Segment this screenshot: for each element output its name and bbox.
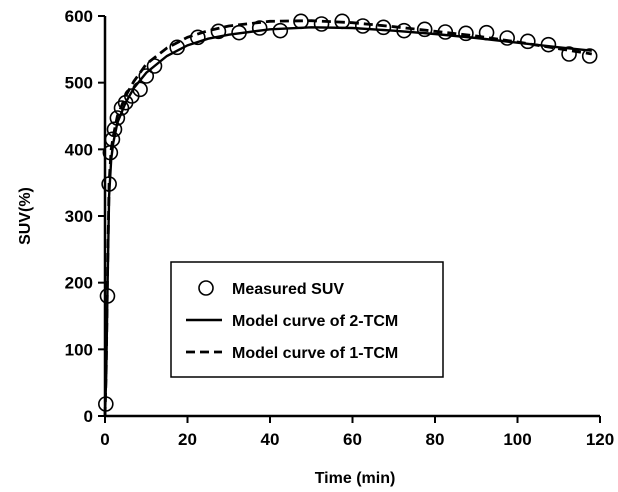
measured-point <box>561 46 577 62</box>
measured-point <box>458 25 474 42</box>
measured-point <box>478 24 495 41</box>
legend-marker-measured <box>198 280 214 296</box>
measured-point <box>210 23 227 40</box>
legend-label-measured: Measured SUV <box>232 281 344 298</box>
measured-point <box>581 48 598 64</box>
measured-point <box>146 58 163 74</box>
legend: Measured SUV Model curve of 2-TCM Model … <box>170 261 444 378</box>
measured-point <box>99 288 116 304</box>
measured-point <box>251 20 268 36</box>
measured-point <box>138 68 155 84</box>
measured-point <box>132 81 148 98</box>
legend-label-1tcm: Model curve of 1-TCM <box>232 345 398 362</box>
y-tick-label: 300 <box>65 207 93 226</box>
measured-point <box>499 30 515 46</box>
x-tick-label: 20 <box>178 430 197 449</box>
measured-point <box>190 29 206 46</box>
x-tick-label: 100 <box>503 430 531 449</box>
x-tick-labels: 0 20 40 60 80 100 120 <box>100 430 614 449</box>
measured-point <box>113 100 130 116</box>
measured-point <box>520 33 536 50</box>
measured-point <box>101 176 117 192</box>
y-tick-label: 500 <box>65 74 93 93</box>
measured-point <box>169 39 185 56</box>
x-tick-label: 0 <box>100 430 109 449</box>
y-tick-label: 200 <box>65 274 93 293</box>
measured-point <box>231 24 247 41</box>
measured-point <box>104 131 121 148</box>
measured-point <box>396 22 412 39</box>
y-tick-label: 100 <box>65 340 93 359</box>
x-tick-label: 60 <box>343 430 362 449</box>
legend-label-2tcm: Model curve of 2-TCM <box>232 313 398 330</box>
measured-point <box>293 13 309 30</box>
measured-point <box>98 396 114 412</box>
measured-point <box>416 21 433 38</box>
x-tick-label: 120 <box>586 430 614 449</box>
measured-markers <box>98 13 598 412</box>
measured-point <box>313 16 330 32</box>
measured-point <box>334 13 350 30</box>
y-axis-title: SUV(%) <box>17 187 34 245</box>
y-tick-label: 600 <box>65 7 93 26</box>
x-axis-title: Time (min) <box>315 470 396 487</box>
y-tick-labels: 0 100 200 300 400 500 600 <box>65 7 93 426</box>
measured-point <box>355 18 371 34</box>
y-tick-label: 0 <box>84 407 93 426</box>
x-tick-label: 40 <box>261 430 280 449</box>
measured-point <box>437 24 454 40</box>
measured-point <box>109 110 126 126</box>
measured-point <box>106 121 123 138</box>
measured-point <box>540 36 557 53</box>
y-tick-label: 400 <box>65 140 93 159</box>
x-tick-label: 80 <box>426 430 445 449</box>
measured-point <box>375 19 392 36</box>
measured-point <box>272 22 289 39</box>
